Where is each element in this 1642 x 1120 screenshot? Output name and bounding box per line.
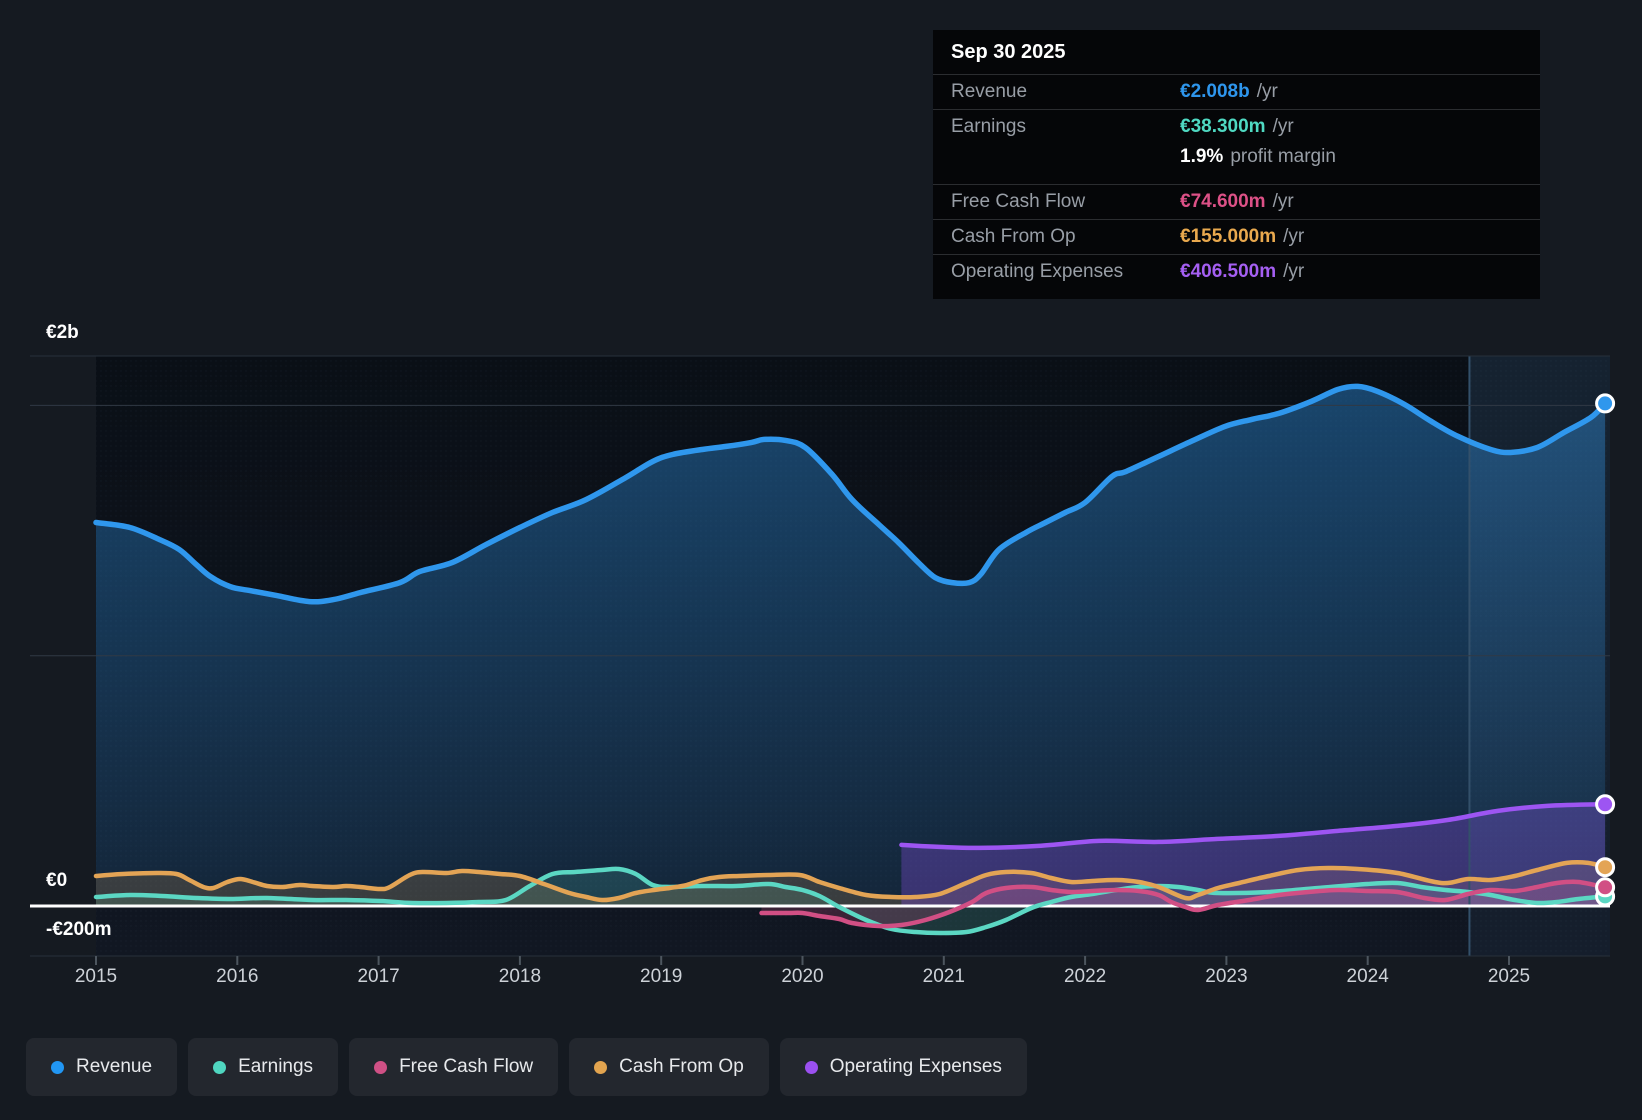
tooltip-suffix: /yr [1256,81,1278,102]
tooltip-label: Operating Expenses [951,261,1124,282]
x-axis-label-2022: 2022 [1063,966,1107,987]
revenue-line [93,383,1608,605]
opex-line [899,802,1608,851]
legend-item-earnings[interactable]: Earnings [188,1038,339,1096]
legend-label: Operating Expenses [829,1056,1002,1077]
legend-item-cash-from-op[interactable]: Cash From Op [569,1038,769,1096]
revenue-area [96,386,1606,907]
profit-margin-label: profit margin [1230,146,1336,167]
cashop-endpoint-marker[interactable] [1595,857,1616,878]
tooltip-row-fcf: Free Cash Flow €74.600m /yr [933,184,1540,219]
x-axis-label-2019: 2019 [640,966,683,987]
legend-item-operating-expenses[interactable]: Operating Expenses [779,1038,1027,1096]
x-axis-label-2016: 2016 [216,966,259,987]
legend-item-free-cash-flow[interactable]: Free Cash Flow [349,1038,559,1096]
free-cash-flow-dot-icon [374,1060,388,1074]
tooltip-value: €38.300m [1180,116,1266,137]
legend-label: Free Cash Flow [399,1056,534,1077]
tooltip-row-revenue: Revenue €2.008b /yr [933,74,1540,109]
chart-legend: Revenue Earnings Free Cash Flow Cash Fro… [26,1038,1027,1096]
tooltip-row-cashop: Cash From Op €155.000m /yr [933,219,1540,254]
y-axis-label-zero: €0 [46,870,68,891]
opex-endpoint-marker[interactable] [1595,794,1616,815]
profit-margin-value: 1.9% [1180,146,1224,167]
x-axis-label-2017: 2017 [357,966,400,987]
x-axis-label-2024: 2024 [1346,966,1389,987]
tooltip-value: €2.008b [1180,81,1250,102]
x-axis-label-2023: 2023 [1205,966,1248,987]
legend-item-revenue[interactable]: Revenue [26,1038,178,1096]
chart-tooltip: Sep 30 2025 Revenue €2.008b /yr Earnings… [933,30,1540,299]
tooltip-date: Sep 30 2025 [951,40,1066,63]
x-axis-label-2025: 2025 [1487,966,1531,987]
y-axis-label-neg200m: -€200m [46,919,112,940]
legend-label: Revenue [76,1056,153,1077]
y-axis-label-2b: €2b [46,322,79,343]
tooltip-value: €74.600m [1180,191,1266,212]
tooltip-label: Earnings [951,116,1026,137]
earnings-area [96,868,1606,933]
tooltip-label: Revenue [951,81,1028,102]
legend-label: Earnings [238,1056,314,1077]
tooltip-suffix: /yr [1283,226,1305,247]
cashop-line [93,859,1608,903]
x-axis-label-2018: 2018 [498,966,542,987]
x-axis-label-2015: 2015 [74,966,118,987]
revenue-endpoint-marker[interactable] [1595,393,1616,414]
x-axis-label-2021: 2021 [922,966,965,987]
tooltip-value: €155.000m [1180,226,1277,247]
tooltip-row-profit-margin: 1.9% profit margin [933,144,1540,184]
fcf-endpoint-marker[interactable] [1595,877,1616,898]
tooltip-label: Free Cash Flow [951,191,1086,212]
tooltip-suffix: /yr [1283,261,1305,282]
legend-label: Cash From Op [619,1056,744,1077]
revenue-dot-icon [51,1060,64,1074]
tooltip-suffix: /yr [1272,116,1294,137]
tooltip-label: Cash From Op [951,226,1076,247]
x-axis-label-2020: 2020 [781,966,824,987]
tooltip-row-opex: Operating Expenses €406.500m /yr [933,254,1540,289]
earnings-dot-icon [213,1060,227,1074]
cash-from-op-dot-icon [594,1060,608,1074]
fcf-line [759,879,1608,929]
operating-expenses-dot-icon [804,1060,818,1074]
tooltip-row-earnings: Earnings €38.300m /yr [933,109,1540,144]
tooltip-suffix: /yr [1272,191,1294,212]
tooltip-value: €406.500m [1180,261,1277,282]
